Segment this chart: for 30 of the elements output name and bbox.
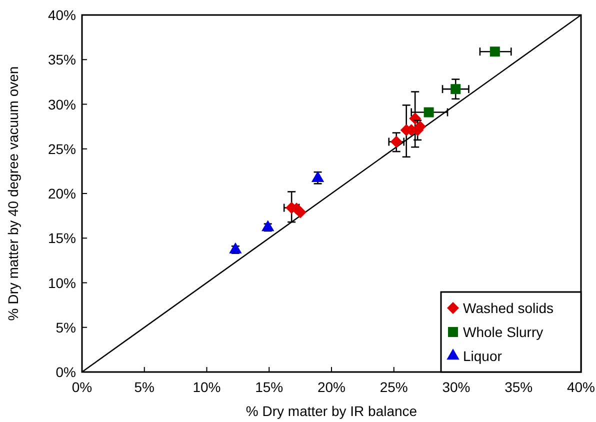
point bbox=[294, 206, 306, 218]
y-tick-label: 20% bbox=[48, 186, 76, 202]
y-tick-label: 35% bbox=[48, 52, 76, 68]
x-tick-label: 5% bbox=[134, 379, 154, 395]
point bbox=[424, 107, 434, 118]
point bbox=[390, 136, 402, 148]
x-tick-label: 30% bbox=[442, 379, 470, 395]
legend-label: Washed solids bbox=[463, 300, 554, 316]
y-tick-label: 10% bbox=[48, 274, 76, 291]
y-axis-title: % Dry matter by 40 degree vacuum oven bbox=[5, 66, 21, 321]
point bbox=[490, 46, 500, 57]
legend-label: Whole Slurry bbox=[463, 324, 544, 340]
x-tick-label: 10% bbox=[192, 379, 221, 395]
x-tick-label: 35% bbox=[504, 379, 533, 395]
legend-label: Liquor bbox=[463, 348, 502, 364]
x-tick-label: 40% bbox=[566, 379, 596, 395]
x-tick-label: 20% bbox=[317, 379, 346, 395]
x-axis-title: % Dry matter by IR balance bbox=[246, 403, 418, 419]
y-tick-label: 40% bbox=[48, 7, 76, 23]
point bbox=[229, 242, 242, 254]
y-tick-label: 15% bbox=[48, 230, 76, 246]
x-tick-label: 0% bbox=[72, 379, 92, 395]
x-tick-label: 15% bbox=[255, 379, 284, 395]
y-tick-label: 30% bbox=[48, 96, 76, 112]
x-tick-label: 25% bbox=[380, 379, 408, 395]
point bbox=[450, 84, 461, 94]
point bbox=[262, 220, 274, 232]
y-tick-label: 25% bbox=[48, 140, 76, 157]
y-tick-label: 5% bbox=[56, 319, 76, 336]
y-tick-label: 0% bbox=[56, 364, 76, 380]
